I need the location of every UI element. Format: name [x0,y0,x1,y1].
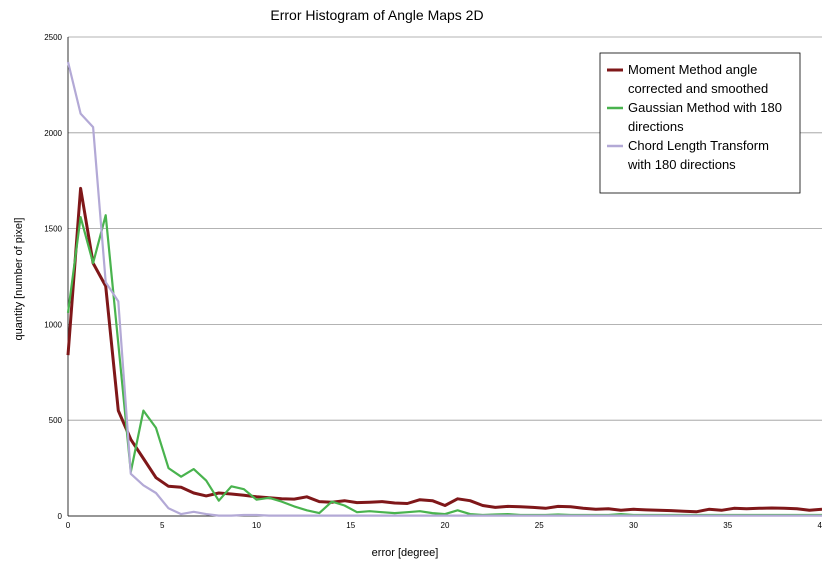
legend-label: Gaussian Method with 180 directions [628,100,782,134]
y-tick-label: 1000 [44,320,62,329]
x-tick-label: 5 [160,521,165,530]
series-line-1 [66,186,822,514]
x-tick-label: 30 [629,521,638,530]
legend-label: Moment Method angle corrected and smoothe… [628,62,768,96]
chart-title: Error Histogram of Angle Maps 2D [270,7,483,23]
tick-labels: 0 500 1000 1500 2000 2500 0 5 10 15 20 25 30 35 40 [44,33,822,530]
y-tick-label: 500 [49,416,63,425]
y-tick-label: 1500 [44,225,62,234]
legend: Moment Method angle corrected and smoothe… [599,52,801,194]
plot-area [66,61,822,517]
x-tick-label: 35 [723,521,732,530]
x-tick-label: 25 [535,521,544,530]
x-tick-label: 20 [441,521,450,530]
x-tick-label: 40 [818,521,822,530]
series-line-2 [66,214,822,517]
x-tick-label: 15 [346,521,355,530]
y-tick-label: 2500 [44,33,62,42]
x-tick-label: 0 [66,521,71,530]
y-tick-label: 0 [58,512,63,521]
legend-box [599,52,801,194]
x-axis-label: error [degree] [372,547,439,559]
legend-label: Chord Length Transform with 180 direction… [627,138,769,172]
y-axis-label: quantity [number of pixel] [13,218,25,341]
y-tick-label: 2000 [44,129,62,138]
series-line-3 [66,61,822,517]
x-tick-label: 10 [252,521,261,530]
